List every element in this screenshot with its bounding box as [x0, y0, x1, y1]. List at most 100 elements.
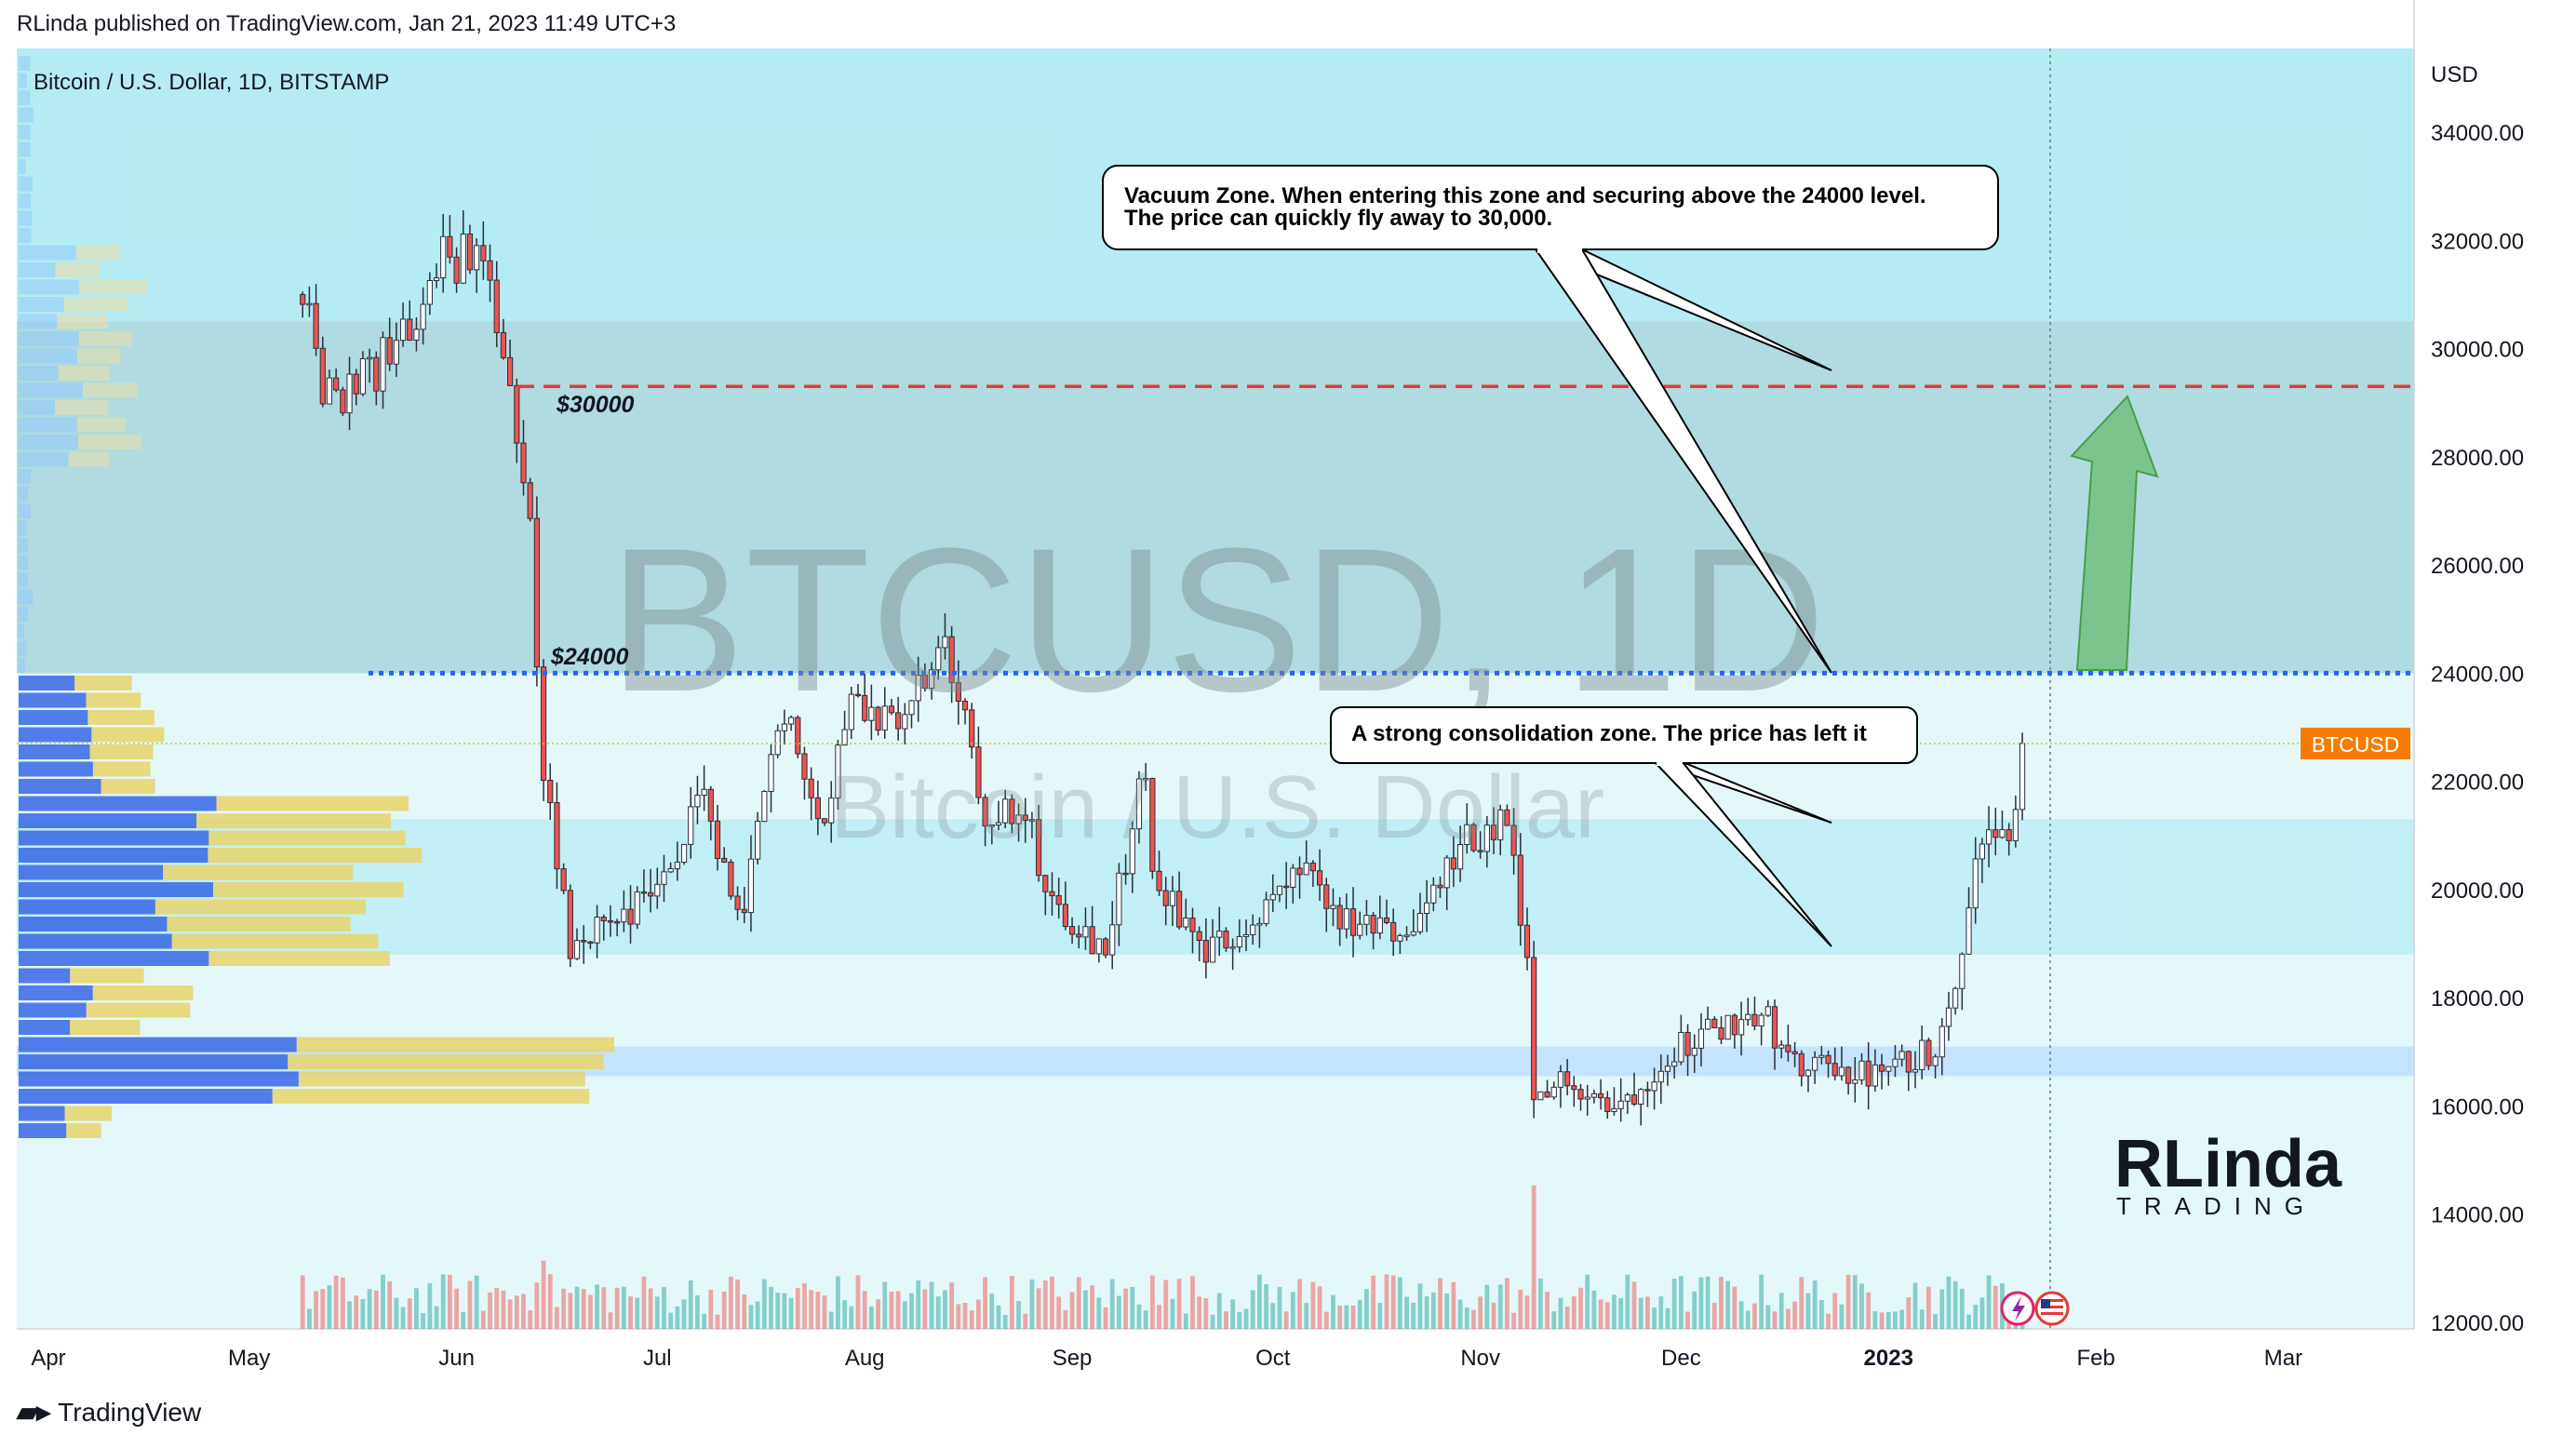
candle-down [560, 868, 567, 892]
candle-down [453, 256, 460, 284]
candle-up [426, 280, 433, 305]
price-axis[interactable]: USD 34000.00 32000.00 30000.00 28000.00 26000… [2431, 62, 2524, 1336]
logo-sub: TRADING [2116, 1192, 2316, 1220]
candle-down [1571, 1085, 1577, 1091]
candle-up [1852, 1079, 1858, 1084]
candle-down [627, 908, 634, 925]
profile-bar [19, 607, 29, 622]
volume-bar [555, 1307, 559, 1329]
candle-down [1504, 809, 1510, 826]
volume-bar [1397, 1277, 1402, 1329]
candle-up [1015, 814, 1022, 825]
volume-bar [1371, 1275, 1376, 1329]
volume-bar [1952, 1280, 1958, 1329]
volume-bar [1705, 1276, 1711, 1329]
volume-bar [1203, 1298, 1209, 1329]
candle-up [1537, 1091, 1544, 1101]
volume-bar [547, 1274, 553, 1329]
volume-bar [882, 1281, 888, 1329]
candle-up [787, 717, 795, 725]
price-tick: 12000.00 [2431, 1311, 2524, 1336]
profile-bar [68, 451, 110, 467]
volume-bar [1578, 1287, 1583, 1329]
profile-bar [19, 262, 56, 277]
candle-down [1798, 1052, 1805, 1077]
consolidation-callout[interactable]: A strong consolidation zone. The price h… [1330, 706, 1918, 947]
volume-bar [1277, 1286, 1282, 1329]
profile-bar [89, 744, 154, 759]
candle-up [594, 917, 600, 944]
candle-down [854, 693, 862, 697]
volume-bar [1792, 1301, 1797, 1329]
lightning-icon[interactable] [2000, 1291, 2035, 1326]
volume-bar [333, 1275, 339, 1329]
volume-bar [1752, 1303, 1757, 1329]
us-flag-icon[interactable] [2034, 1291, 2070, 1326]
volume-bar [1256, 1274, 1262, 1329]
candle-up [1764, 1006, 1771, 1016]
profile-bar [19, 141, 31, 157]
candle-up [1269, 893, 1276, 901]
volume-bar [407, 1298, 412, 1329]
volume-bar [862, 1291, 867, 1329]
profile-bar [58, 366, 110, 381]
candle-down [1564, 1071, 1571, 1087]
tradingview-footer[interactable]: ▰▸ TradingView [17, 1396, 201, 1428]
volume-bar [320, 1289, 326, 1329]
candle-up [1892, 1058, 1898, 1067]
candle-up [1483, 825, 1490, 852]
watermark-ticker: BTCUSD, 1D [609, 505, 1826, 734]
volume-bar [1812, 1280, 1818, 1329]
candle-up [1129, 828, 1135, 875]
candle-down [640, 891, 648, 894]
volume-bar [1564, 1307, 1570, 1329]
candle-down [500, 331, 507, 358]
volume-bar [461, 1311, 466, 1329]
candle-up [1143, 777, 1149, 781]
candle-down [734, 895, 741, 910]
profile-bar [19, 348, 77, 364]
volume-bar [1645, 1296, 1650, 1329]
profile-bar [64, 1106, 113, 1121]
volume-bar [454, 1288, 459, 1329]
volume-bar [1531, 1185, 1536, 1329]
time-axis[interactable]: Apr May Jun Jul Aug Sep Oct Nov Dec 2023 Feb Mar [31, 1346, 2302, 1371]
volume-bar [1879, 1312, 1885, 1329]
candle-up [1095, 938, 1102, 955]
volume-bar [1149, 1275, 1155, 1329]
price-tick: 34000.00 [2431, 121, 2524, 146]
volume-bar [1551, 1311, 1557, 1329]
volume-bar [1176, 1279, 1182, 1329]
vacuum-zone-callout[interactable]: Vacuum Zone. When entering this zone and… [1102, 165, 1999, 674]
candle-down [1831, 1063, 1838, 1077]
volume-bar [809, 1290, 814, 1329]
candle-down [1336, 905, 1343, 930]
volume-bar [1344, 1305, 1349, 1329]
volume-bar [742, 1294, 747, 1329]
volume-bar [1832, 1293, 1838, 1329]
candle-down [554, 802, 560, 870]
volume-bar [1197, 1296, 1202, 1329]
candle-up [841, 729, 848, 746]
volume-bar [1002, 1314, 1008, 1329]
volume-bar [668, 1312, 674, 1329]
candle-down [340, 389, 346, 414]
candle-up [2012, 809, 2019, 841]
volume-bar [748, 1305, 754, 1329]
candle-up [573, 940, 581, 959]
candle-down [1009, 798, 1015, 825]
volume-bar [421, 1312, 426, 1329]
profile-bar [92, 761, 151, 777]
candle-down [728, 861, 734, 897]
candle-down [533, 517, 540, 668]
candle-up [1979, 843, 1986, 860]
volume-bar [1571, 1296, 1576, 1329]
profile-bar [70, 1020, 141, 1035]
volume-bar [782, 1293, 787, 1329]
candle-up [1657, 1070, 1664, 1083]
price-chart[interactable]: BTCUSD, 1D Bitcoin / U.S. Dollar Bitcoin… [0, 0, 2576, 1387]
candle-up [902, 714, 908, 730]
volume-bar [1497, 1284, 1503, 1329]
candle-up [1691, 1047, 1697, 1056]
profile-bar [19, 125, 31, 140]
